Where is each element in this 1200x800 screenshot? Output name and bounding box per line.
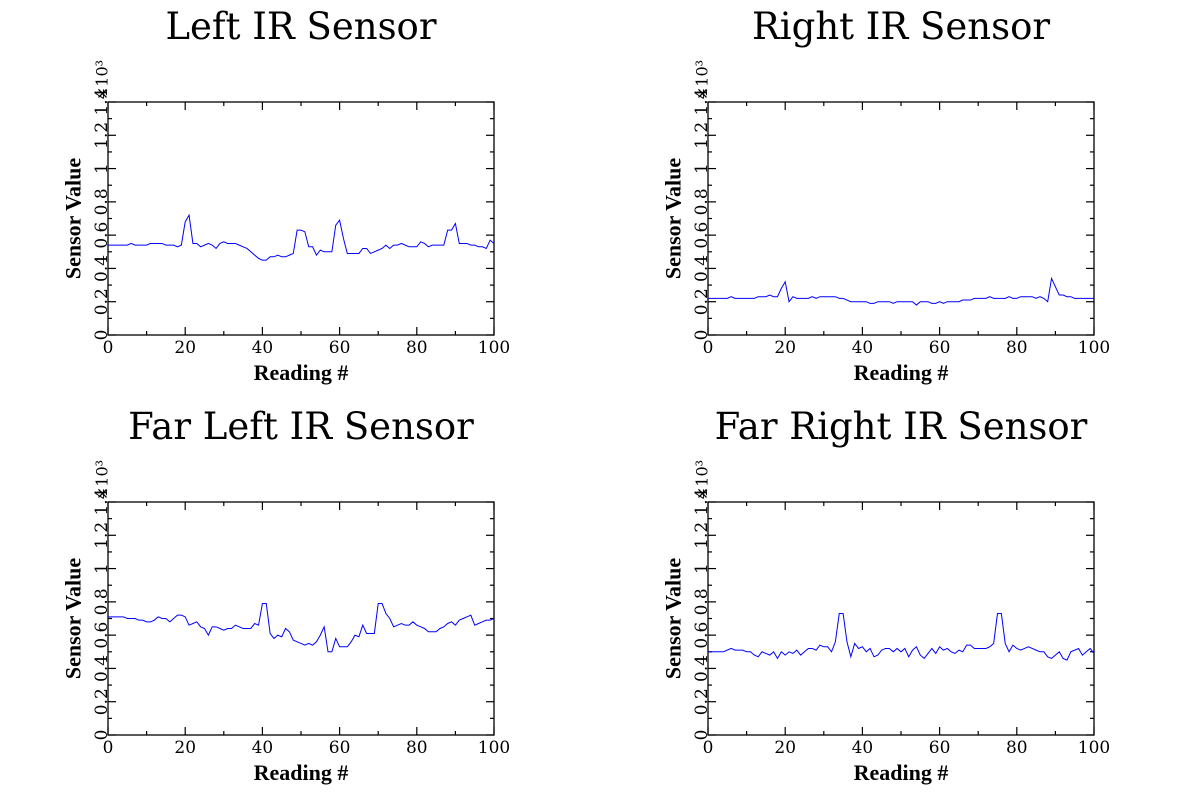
series-line-1 — [708, 613, 1095, 661]
y-tick-label: 0.6 — [692, 622, 712, 649]
x-tick-label: 20 — [774, 338, 796, 358]
y-multiplier-label: ×10³ — [693, 60, 712, 100]
y-multiplier-label: ×10³ — [93, 460, 112, 500]
y-tick-label: 0 — [692, 330, 712, 341]
y-tick-label: 0 — [92, 330, 112, 341]
y-tick-label: 1 — [92, 163, 112, 174]
y-tick-label: 0.4 — [692, 255, 712, 282]
y-tick-label: 0.8 — [92, 588, 112, 615]
x-tick-label: 40 — [252, 338, 274, 358]
y-tick-label: 1.4 — [692, 88, 712, 115]
x-tick-label: 60 — [929, 338, 951, 358]
y-tick-label: 1 — [692, 563, 712, 574]
chart-title: Far Left IR Sensor — [128, 405, 474, 448]
x-tick-label: 100 — [1078, 738, 1110, 758]
x-axis-label: Reading # — [254, 360, 349, 385]
y-tick-label: 0.2 — [92, 288, 112, 315]
x-tick-label: 0 — [103, 738, 114, 758]
x-tick-label: 80 — [1006, 338, 1028, 358]
plot-frame — [707, 501, 1095, 736]
y-tick-label: 1.2 — [692, 122, 712, 149]
y-axis-label: Sensor Value — [61, 558, 86, 679]
y-tick-label: 1 — [692, 163, 712, 174]
y-tick-label: 1.4 — [692, 488, 712, 515]
y-tick-label: 0.4 — [692, 655, 712, 682]
y-tick-label: 1 — [92, 563, 112, 574]
series-line-1 — [108, 603, 495, 653]
series-line-1 — [108, 213, 495, 261]
y-tick-label: 1.2 — [692, 522, 712, 549]
x-tick-label: 0 — [703, 738, 714, 758]
y-tick-label: 1.2 — [92, 122, 112, 149]
x-axis-label: Reading # — [254, 760, 349, 785]
y-tick-label: 0.8 — [692, 588, 712, 615]
x-tick-label: 20 — [174, 738, 196, 758]
series-line-1 — [708, 276, 1094, 306]
y-tick-label: 0.6 — [92, 222, 112, 249]
x-tick-label: 0 — [703, 338, 714, 358]
x-tick-label: 100 — [478, 338, 510, 358]
y-tick-label: 0 — [92, 730, 112, 741]
y-tick-label: 0.8 — [692, 188, 712, 215]
y-tick-label: 0.2 — [92, 688, 112, 715]
y-tick-label: 0.2 — [692, 688, 712, 715]
x-tick-label: 0 — [103, 338, 114, 358]
y-tick-label: 0.8 — [92, 188, 112, 215]
x-tick-label: 20 — [774, 738, 796, 758]
plot-frame — [107, 101, 495, 336]
chart-panel-4: Far Right IR Sensor 0 0.2 0.4 0.6 0.8 1 1.2 1.4×… — [661, 405, 1111, 785]
y-tick-label: 0.4 — [92, 655, 112, 682]
x-tick-label: 40 — [852, 338, 874, 358]
plot-frame — [707, 101, 1095, 336]
x-tick-label: 40 — [852, 738, 874, 758]
x-tick-label: 60 — [929, 738, 951, 758]
x-tick-label: 80 — [406, 338, 428, 358]
x-tick-label: 100 — [1078, 338, 1110, 358]
y-axis-label: Sensor Value — [661, 158, 686, 279]
chart-title: Far Right IR Sensor — [715, 405, 1088, 448]
x-tick-label: 20 — [174, 338, 196, 358]
x-tick-label: 60 — [329, 338, 351, 358]
y-tick-label: 0.6 — [92, 622, 112, 649]
y-tick-label: 0.2 — [692, 288, 712, 315]
y-axis-label: Sensor Value — [61, 158, 86, 279]
y-tick-label: 0.4 — [92, 255, 112, 282]
x-tick-label: 80 — [1006, 738, 1028, 758]
y-multiplier-label: ×10³ — [93, 60, 112, 100]
x-axis-label: Reading # — [854, 360, 949, 385]
y-tick-label: 0 — [692, 730, 712, 741]
chart-panel-2: Right IR Sensor 0 0.2 0.4 0.6 0.8 1 1.2 1.4×10³ 0… — [661, 5, 1111, 385]
chart-panel-3: Far Left IR Sensor 0 0.2 0.4 0.6 0.8 1 1.2 1.4×1… — [61, 405, 511, 785]
x-tick-label: 100 — [478, 738, 510, 758]
y-tick-label: 1.4 — [92, 88, 112, 115]
chart-title: Left IR Sensor — [165, 5, 436, 48]
y-axis-label: Sensor Value — [661, 558, 686, 679]
chart-panel-1: Left IR Sensor 0 0.2 0.4 0.6 0.8 1 1.2 1.4×10³ 0 2… — [61, 5, 511, 385]
y-tick-label: 0.6 — [692, 222, 712, 249]
y-multiplier-label: ×10³ — [693, 460, 712, 500]
y-tick-label: 1.2 — [92, 522, 112, 549]
x-axis-label: Reading # — [854, 760, 949, 785]
x-tick-label: 60 — [329, 738, 351, 758]
y-tick-label: 1.4 — [92, 488, 112, 515]
chart-title: Right IR Sensor — [752, 5, 1050, 48]
x-tick-label: 80 — [406, 738, 428, 758]
x-tick-label: 40 — [252, 738, 274, 758]
